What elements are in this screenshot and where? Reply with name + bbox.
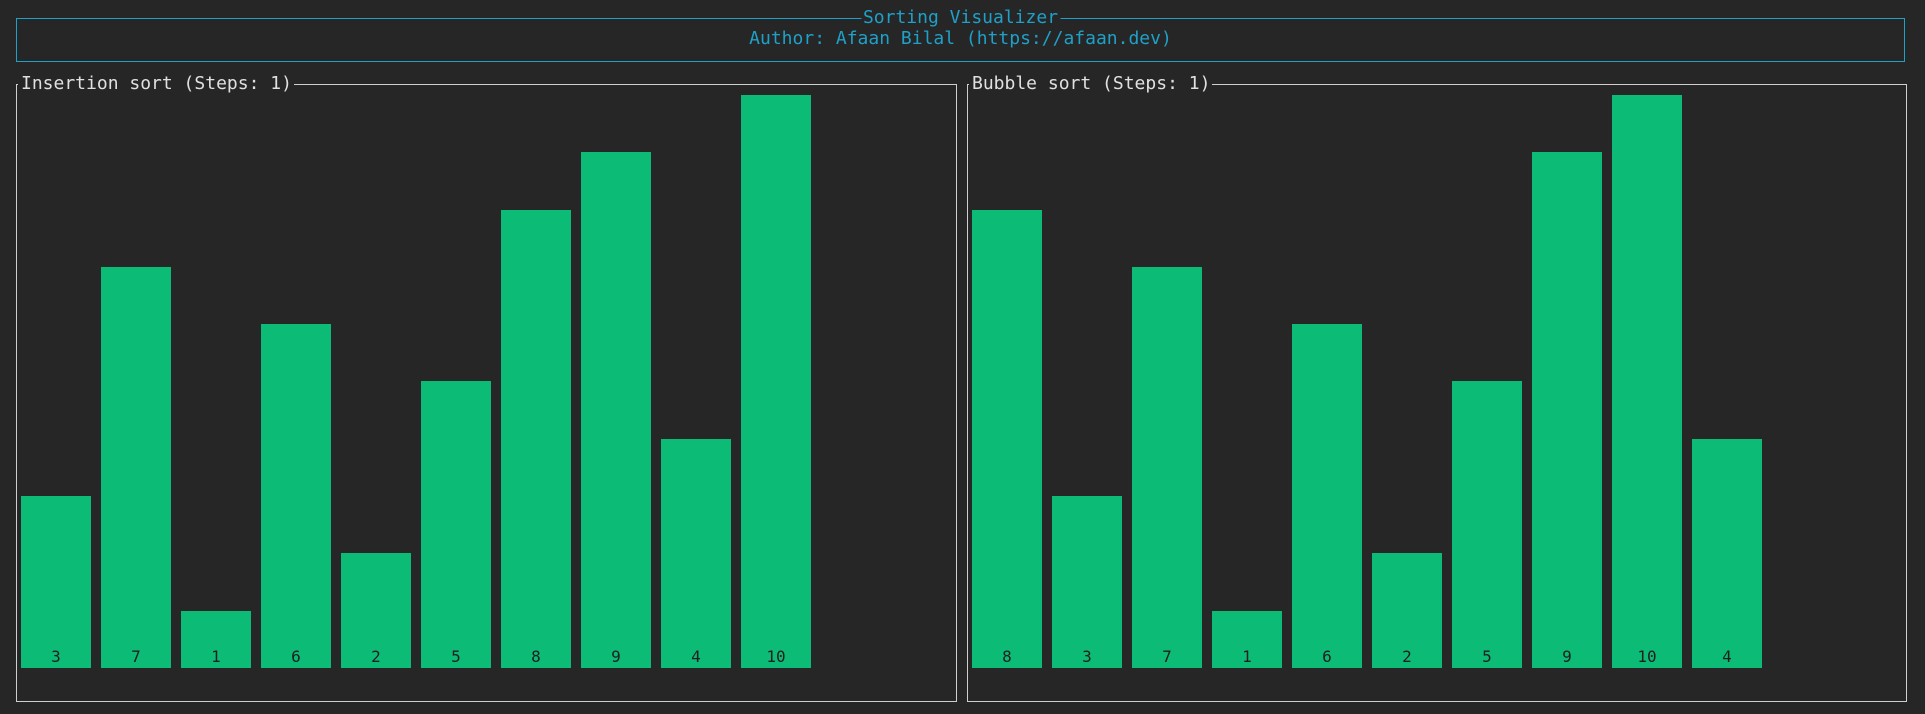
bar: 6 <box>1292 324 1362 668</box>
bar: 7 <box>101 267 171 668</box>
bar: 5 <box>1452 381 1522 668</box>
author-credit: Author: Afaan Bilal (https://afaan.dev) <box>749 28 1172 49</box>
bar: 1 <box>181 611 251 668</box>
bar: 2 <box>1372 553 1442 668</box>
bar: 8 <box>501 210 571 668</box>
bar-label: 10 <box>1637 647 1657 666</box>
bar: 10 <box>741 95 811 668</box>
bar-label: 1 <box>211 647 221 666</box>
insertion-sort-panel: Insertion sort (Steps: 1) 3 7 1 6 2 5 8 9 4 10 <box>16 75 957 702</box>
bar-label: 9 <box>611 647 621 666</box>
bar: 10 <box>1612 95 1682 668</box>
bar-label: 8 <box>1002 647 1012 666</box>
bar-label: 9 <box>1562 647 1572 666</box>
app-title: Sorting Visualizer <box>860 7 1061 28</box>
bar-label: 5 <box>1482 647 1492 666</box>
bar: 5 <box>421 381 491 668</box>
bar-label: 10 <box>766 647 786 666</box>
bar-label: 1 <box>1242 647 1252 666</box>
bar-label: 3 <box>1082 647 1092 666</box>
bar-label: 7 <box>131 647 141 666</box>
bar-label: 7 <box>1162 647 1172 666</box>
bar: 9 <box>581 152 651 668</box>
insertion-sort-title: Insertion sort (Steps: 1) <box>18 75 294 93</box>
bar: 4 <box>661 439 731 668</box>
bar: 8 <box>972 210 1042 668</box>
bar-label: 6 <box>291 647 301 666</box>
bar-label: 8 <box>531 647 541 666</box>
bubble-sort-title: Bubble sort (Steps: 1) <box>969 75 1213 93</box>
bar-label: 5 <box>451 647 461 666</box>
bubble-sort-panel: Bubble sort (Steps: 1) 8 3 7 1 6 2 5 9 10 4 <box>967 75 1907 702</box>
bar-label: 4 <box>691 647 701 666</box>
bar-label: 4 <box>1722 647 1732 666</box>
bar: 3 <box>21 496 91 668</box>
app-header: Sorting Visualizer Author: Afaan Bilal (… <box>16 9 1905 62</box>
bar: 6 <box>261 324 331 668</box>
bar-label: 3 <box>51 647 61 666</box>
bar: 7 <box>1132 267 1202 668</box>
bar: 3 <box>1052 496 1122 668</box>
bar: 9 <box>1532 152 1602 668</box>
bar-label: 2 <box>1402 647 1412 666</box>
bar: 1 <box>1212 611 1282 668</box>
bar: 4 <box>1692 439 1762 668</box>
bar-label: 6 <box>1322 647 1332 666</box>
bar-label: 2 <box>371 647 381 666</box>
bar: 2 <box>341 553 411 668</box>
